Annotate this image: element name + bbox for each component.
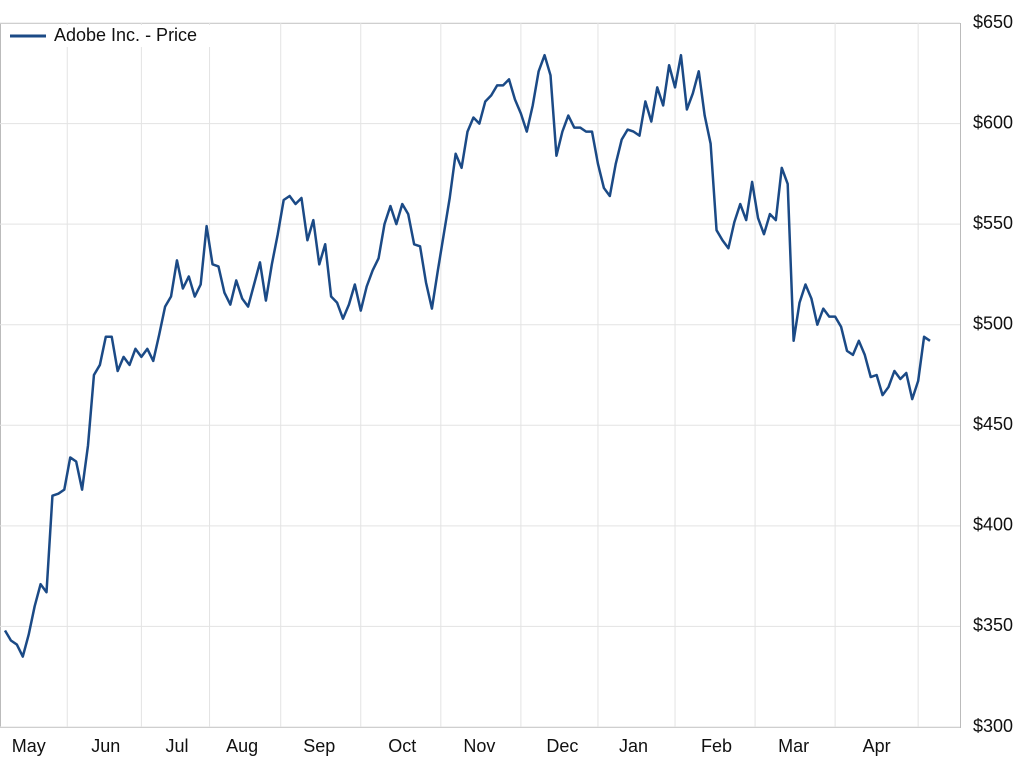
grid [0, 22, 960, 728]
x-tick-label: Apr [863, 736, 891, 756]
x-tick-label: Oct [388, 736, 416, 756]
x-tick-label: Nov [463, 736, 495, 756]
y-tick-label: $450 [973, 414, 1013, 434]
x-tick-label: Jun [91, 736, 120, 756]
y-tick-label: $350 [973, 615, 1013, 635]
y-tick-label: $400 [973, 515, 1013, 535]
x-tick-label: Feb [701, 736, 732, 756]
y-tick-label: $600 [973, 112, 1013, 132]
x-tick-label: May [12, 736, 46, 756]
y-tick-label: $300 [973, 716, 1013, 736]
y-tick-label: $500 [973, 313, 1013, 333]
legend-label: Adobe Inc. - Price [54, 25, 197, 45]
x-tick-label: Mar [778, 736, 809, 756]
x-tick-label: Sep [303, 736, 335, 756]
x-tick-label: Aug [226, 736, 258, 756]
x-tick-label: Jan [619, 736, 648, 756]
legend-bg [2, 25, 218, 47]
price-line [3, 53, 931, 658]
x-tick-label: Jul [165, 736, 188, 756]
x-tick-label: Dec [546, 736, 578, 756]
y-tick-label: $550 [973, 213, 1013, 233]
y-tick-label: $650 [973, 12, 1013, 32]
plot-frame [0, 23, 961, 728]
